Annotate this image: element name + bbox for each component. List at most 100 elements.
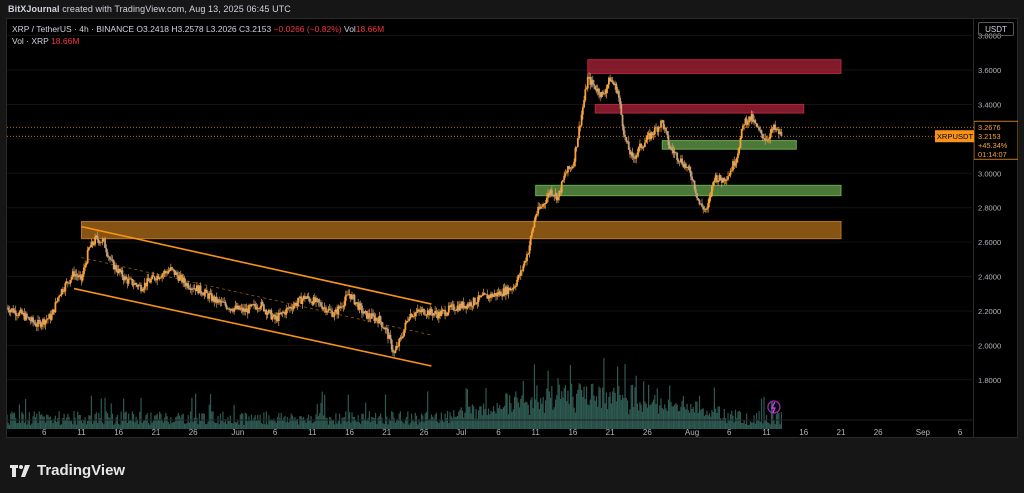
candle-body — [24, 313, 27, 320]
candle-body — [548, 193, 551, 195]
author-name[interactable]: BitXJournal — [8, 4, 60, 14]
candle-body — [425, 314, 428, 316]
candle-body — [584, 89, 587, 101]
price-chart[interactable]: 6 11 16 21 26 Jun 6 11 16 21 26 Jul 6 11 16 21 26 Aug 6 11 1… — [6, 19, 975, 439]
volume-bar — [188, 422, 191, 429]
candle-body — [215, 296, 218, 303]
volume-bar — [160, 413, 162, 429]
currency-selector[interactable]: USDT — [978, 22, 1014, 36]
volume-bar — [751, 422, 753, 429]
volume-bar — [587, 404, 589, 429]
volume-bar — [167, 421, 169, 429]
candle-body — [234, 305, 237, 309]
tradingview-brand[interactable]: TradingView — [10, 462, 125, 479]
volume-bar — [700, 409, 702, 429]
channel-mid-line — [81, 257, 432, 336]
volume-bar — [218, 424, 220, 429]
candle-body — [298, 296, 301, 298]
volume-bar — [56, 422, 58, 429]
support-zone[interactable] — [661, 140, 797, 150]
volume-series-name[interactable]: Vol · XRP — [12, 36, 49, 46]
candle-body — [508, 287, 511, 291]
candle-body — [323, 307, 326, 309]
candle-body — [76, 275, 79, 278]
candle-body — [330, 309, 332, 311]
candle-body — [523, 260, 526, 266]
volume-bar — [260, 422, 263, 429]
volume-bar — [675, 403, 677, 429]
key-zone[interactable] — [80, 220, 842, 240]
candle-body — [40, 324, 43, 327]
volume-bar — [326, 418, 328, 429]
candle-body — [136, 284, 139, 287]
volume-bar — [262, 424, 264, 429]
candle-body — [358, 303, 361, 310]
candle-body — [30, 317, 33, 322]
price-tick-label: 2.6000 — [978, 238, 1001, 247]
volume-bar — [164, 417, 166, 429]
time-tick-label: 21 — [151, 428, 160, 437]
candle-body — [770, 128, 773, 134]
candle-body — [179, 274, 182, 276]
volume-bar — [718, 406, 720, 429]
price-axis-scale[interactable]: 1.8000 2.0000 2.2000 2.4000 2.6000 2.8000 3.00… — [973, 19, 1019, 439]
volume-bar — [430, 414, 433, 429]
candle-body — [241, 307, 244, 312]
candle-body — [308, 298, 311, 302]
candle-body — [219, 300, 222, 303]
volume-bar — [589, 399, 591, 429]
candle-body — [181, 274, 183, 283]
volume-bar — [300, 416, 302, 429]
candle-body — [28, 317, 31, 320]
candle-body — [222, 301, 224, 303]
volume-bar — [445, 418, 447, 429]
candle-body — [459, 303, 461, 311]
symbol-title[interactable]: XRP / TetherUS · 4h · BINANCE — [12, 24, 135, 34]
volume-bar — [693, 412, 696, 429]
volume-bar — [755, 413, 758, 429]
price-axis[interactable]: 1.8000 2.0000 2.2000 2.4000 2.6000 2.8000 3.00… — [973, 18, 1019, 439]
volume-bar — [244, 412, 246, 429]
time-tick-label: 21 — [837, 428, 846, 437]
candle-body — [90, 241, 93, 248]
resistance-zone[interactable] — [587, 59, 842, 74]
support-zone[interactable] — [535, 184, 842, 197]
candle-body — [29, 319, 32, 322]
candle-body — [707, 203, 710, 209]
volume-bar — [305, 422, 307, 429]
candle-body — [285, 308, 288, 315]
volume-bar — [232, 423, 234, 429]
volume-bar — [288, 422, 290, 429]
resistance-zone[interactable] — [594, 103, 805, 114]
candle-body — [140, 284, 142, 292]
volume-bar — [681, 401, 683, 429]
candle-body — [507, 287, 510, 295]
volume-bar — [695, 401, 697, 429]
candle-body — [361, 305, 363, 314]
candle-body — [353, 294, 356, 305]
volume-bar — [553, 407, 555, 429]
chart-pane[interactable]: 6 11 16 21 26 Jun 6 11 16 21 26 Jul 6 11 16 21 26 Aug 6 11 1… — [6, 18, 975, 439]
candle-body — [691, 176, 693, 181]
volume-bar — [101, 422, 104, 429]
candle-body — [603, 93, 605, 95]
candle-body — [594, 85, 597, 90]
volume-bar — [682, 396, 684, 429]
candle-body — [387, 328, 389, 339]
volume-bar — [10, 413, 12, 429]
candle-body — [620, 104, 623, 115]
candle-body — [19, 309, 22, 312]
volume-bar — [775, 414, 778, 429]
volume-bar — [290, 413, 292, 429]
volume-bar — [186, 422, 188, 429]
candle-body — [743, 124, 746, 126]
volume-bar — [343, 417, 346, 429]
candle-body — [210, 293, 213, 301]
candle-body — [668, 145, 671, 149]
volume-bar — [741, 423, 743, 429]
candle-body — [634, 157, 636, 159]
candle-body — [48, 314, 51, 319]
candle-body — [451, 304, 454, 306]
volume-bar — [491, 412, 493, 429]
volume-bar — [602, 387, 604, 429]
